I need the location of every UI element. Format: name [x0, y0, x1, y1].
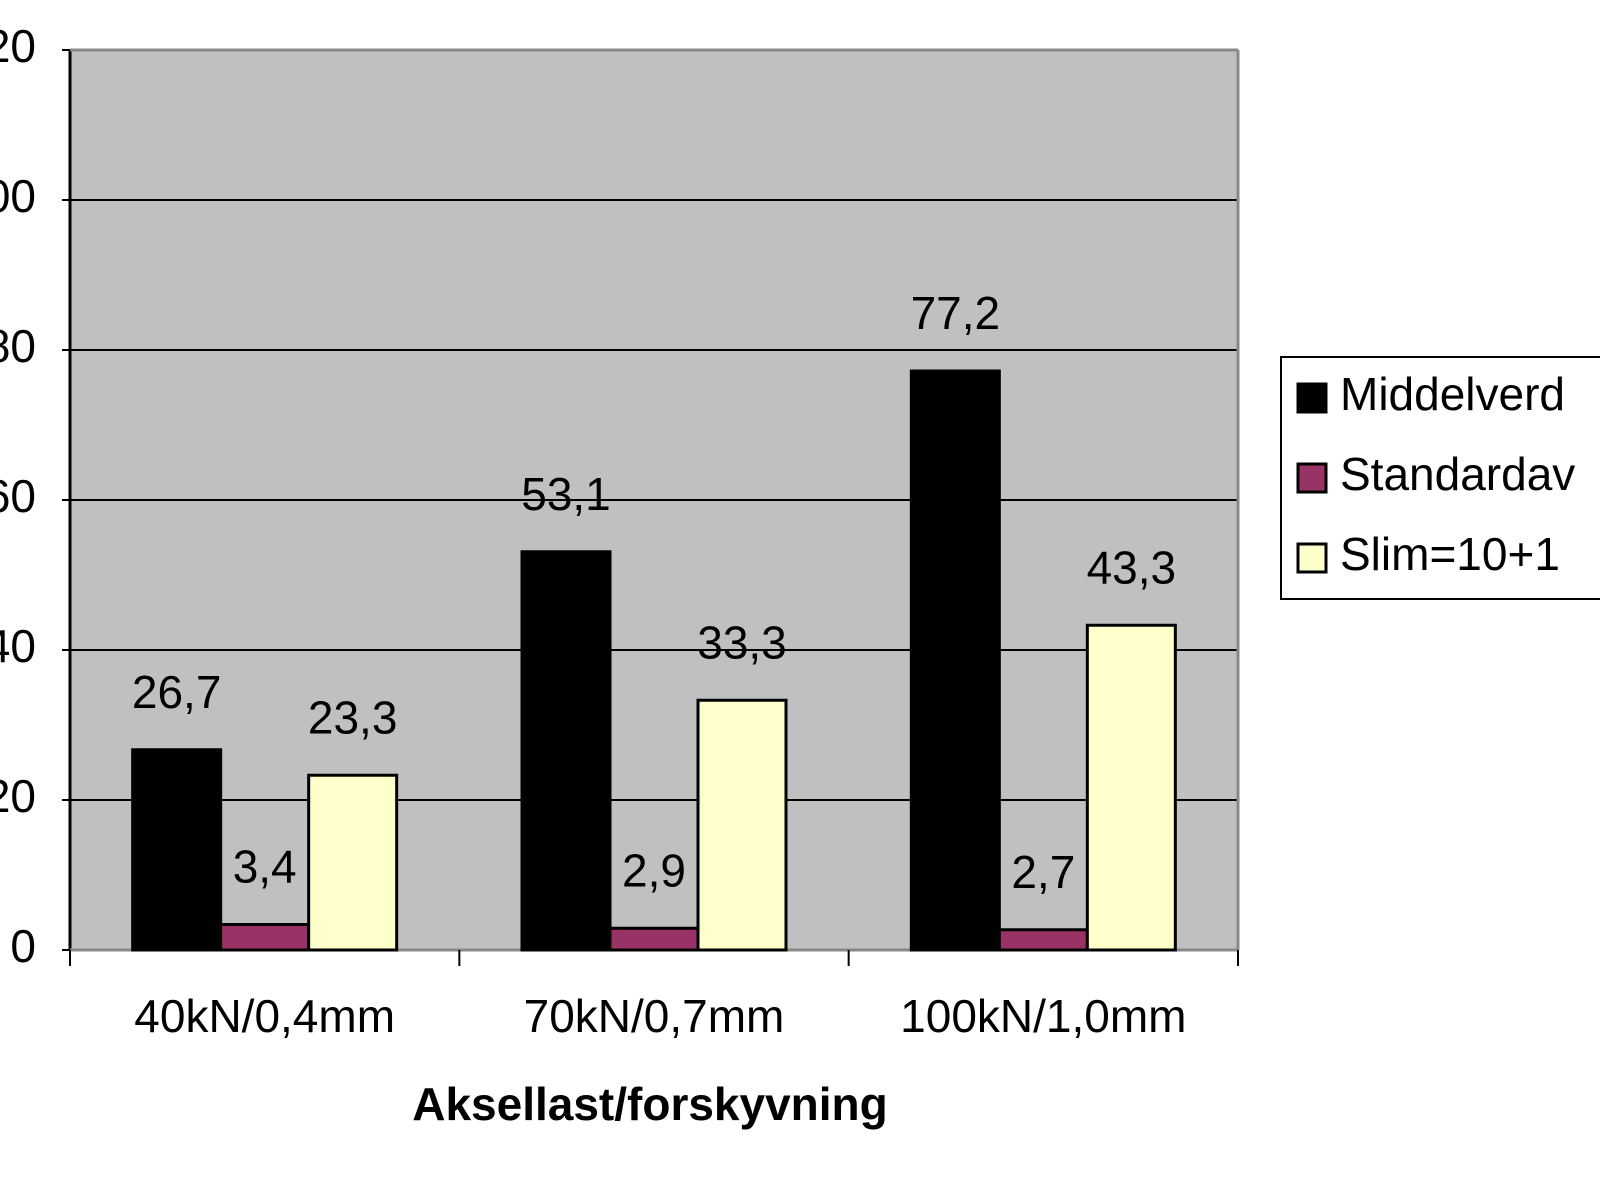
value-label: 3,4 [233, 841, 297, 893]
y-tick-label: 120 [0, 20, 36, 72]
y-tick-label: 0 [10, 920, 36, 972]
bar [307, 773, 399, 952]
y-tick-label: 20 [0, 770, 36, 822]
legend-label: Slim=10+1 [1340, 528, 1560, 580]
bar [608, 926, 700, 952]
x-tick-label: 70kN/0,7mm [524, 990, 785, 1042]
x-tick-label: 100kN/1,0mm [900, 990, 1186, 1042]
value-label: 23,3 [308, 691, 398, 743]
bar [1085, 623, 1177, 952]
legend-swatch [1296, 462, 1328, 494]
y-tick-label: 40 [0, 620, 36, 672]
bar [909, 369, 1001, 952]
legend-swatch [1296, 382, 1328, 414]
value-label: 26,7 [132, 666, 222, 718]
value-label: 33,3 [697, 616, 787, 668]
value-label: 77,2 [911, 287, 1001, 339]
legend-box [1280, 356, 1600, 600]
value-label: 43,3 [1087, 541, 1177, 593]
legend-swatch [1296, 542, 1328, 574]
value-label: 2,9 [622, 844, 686, 896]
legend-label: Middelverd [1340, 368, 1565, 420]
bar [520, 550, 612, 952]
y-tick-label: 60 [0, 470, 36, 522]
x-axis-title: Aksellast/forskyvning [412, 1078, 888, 1130]
bar [696, 698, 788, 952]
legend-label: Standardav [1340, 448, 1575, 500]
value-label: 2,7 [1011, 846, 1075, 898]
x-tick-label: 40kN/0,4mm [134, 990, 395, 1042]
legend: Middelverd Standardav Slim=10+1 [1280, 356, 1600, 600]
y-tick-label: 100 [0, 170, 36, 222]
y-tick-label: 80 [0, 320, 36, 372]
bar [131, 748, 223, 952]
value-label: 53,1 [521, 468, 611, 520]
bar [219, 923, 311, 952]
bar [997, 928, 1089, 952]
